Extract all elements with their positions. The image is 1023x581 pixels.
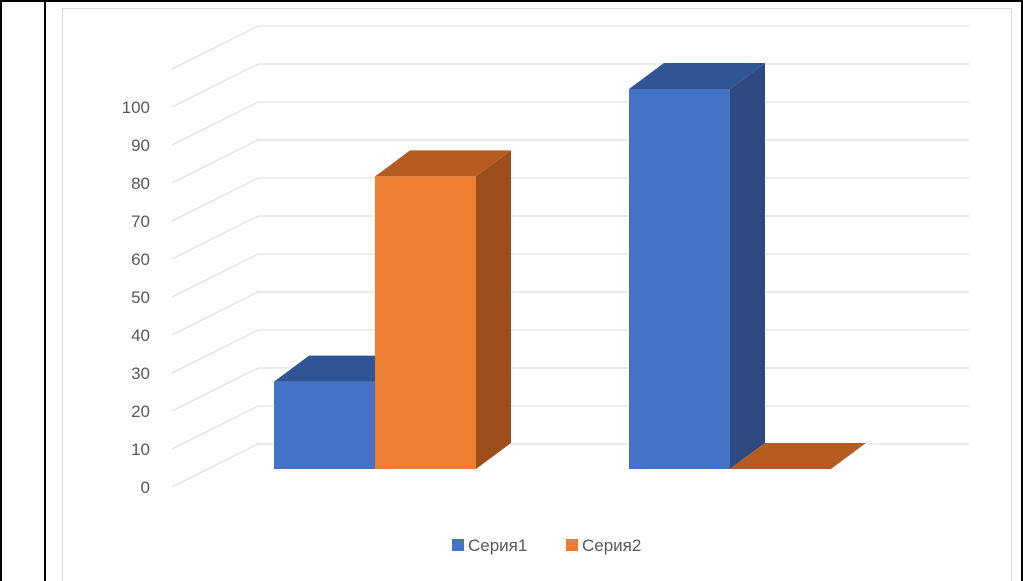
- legend: Серия1 Серия2: [452, 536, 641, 555]
- gridline-side: [171, 139, 259, 184]
- legend-label: Серия2: [582, 536, 641, 555]
- left-panel: [0, 0, 46, 581]
- y-tick-label: 80: [131, 174, 150, 193]
- bar-1-2: [629, 63, 765, 469]
- bar-front-face: [274, 381, 375, 469]
- gridline-side: [171, 63, 259, 108]
- gridline-side: [171, 101, 259, 146]
- bar-top-face: [375, 150, 511, 177]
- gridline-side: [171, 329, 259, 374]
- gridline-side: [171, 291, 259, 336]
- bar-side-face: [476, 150, 511, 469]
- bar-2-2: [730, 443, 866, 469]
- bars-layer: [274, 63, 866, 469]
- y-tick-label: 90: [131, 136, 150, 155]
- bar-side-face: [730, 63, 765, 469]
- y-tick-label: 100: [122, 98, 150, 117]
- y-tick-label: 10: [131, 440, 150, 459]
- gridline-side: [171, 443, 259, 488]
- y-tick-label: 0: [141, 478, 150, 497]
- gridline-side: [171, 253, 259, 298]
- bar-front-face: [375, 176, 476, 469]
- gridline-side: [171, 367, 259, 412]
- bar-2-1: [375, 150, 511, 469]
- bar-top-face: [629, 63, 765, 89]
- gridline-side: [171, 215, 259, 260]
- y-axis-ticks: 0 10 20 30 40 50 60 70 80 90 100: [122, 98, 150, 497]
- legend-label: Серия1: [468, 536, 527, 555]
- y-tick-label: 30: [131, 364, 150, 383]
- bar-front-face: [629, 89, 730, 469]
- gridline-side: [171, 405, 259, 450]
- y-tick-label: 40: [131, 326, 150, 345]
- gridline-side: [171, 177, 259, 222]
- y-tick-label: 50: [131, 288, 150, 307]
- legend-swatch: [452, 539, 464, 551]
- y-tick-label: 70: [131, 212, 150, 231]
- chart-area: [62, 8, 1012, 581]
- y-tick-label: 20: [131, 402, 150, 421]
- bar-top-face: [730, 443, 866, 469]
- gridline-side: [171, 25, 259, 70]
- y-tick-label: 60: [131, 250, 150, 269]
- legend-swatch: [566, 539, 578, 551]
